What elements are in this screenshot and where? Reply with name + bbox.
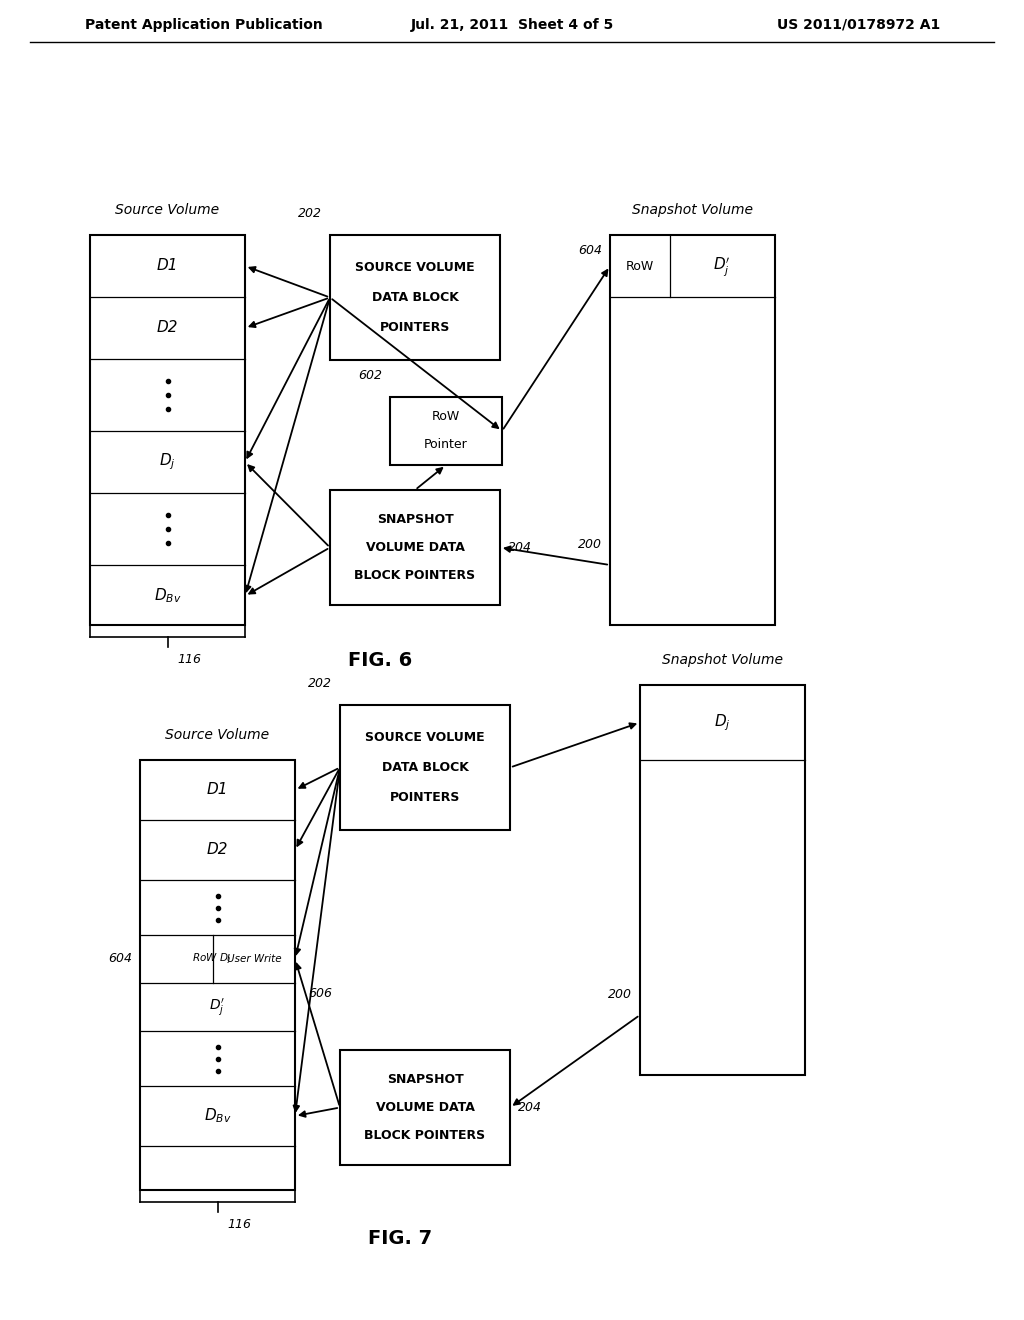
Bar bbox=[340, 1049, 510, 1166]
Text: $D_{Bv}$: $D_{Bv}$ bbox=[154, 586, 181, 606]
Bar bbox=[640, 685, 805, 1074]
Bar bbox=[90, 235, 245, 624]
Text: 602: 602 bbox=[358, 370, 382, 381]
Text: 200: 200 bbox=[578, 539, 602, 552]
Text: US 2011/0178972 A1: US 2011/0178972 A1 bbox=[777, 18, 940, 32]
Text: SNAPSHOT: SNAPSHOT bbox=[377, 513, 454, 525]
Text: $D_j$: $D_j$ bbox=[714, 713, 731, 733]
Text: 604: 604 bbox=[108, 953, 132, 965]
Text: $D_j'$: $D_j'$ bbox=[713, 255, 731, 277]
Text: 204: 204 bbox=[508, 541, 532, 554]
Bar bbox=[330, 490, 500, 605]
Bar bbox=[340, 705, 510, 830]
Text: Patent Application Publication: Patent Application Publication bbox=[85, 18, 323, 32]
Text: D1: D1 bbox=[207, 783, 228, 797]
Text: Source Volume: Source Volume bbox=[116, 203, 219, 216]
Text: 604: 604 bbox=[578, 244, 602, 257]
Text: D2: D2 bbox=[157, 321, 178, 335]
Text: RoW $D_j$: RoW $D_j$ bbox=[191, 952, 231, 966]
Text: RoW: RoW bbox=[432, 411, 460, 424]
Text: BLOCK POINTERS: BLOCK POINTERS bbox=[354, 569, 475, 582]
Text: D1: D1 bbox=[157, 259, 178, 273]
Text: FIG. 7: FIG. 7 bbox=[368, 1229, 432, 1247]
Text: Snapshot Volume: Snapshot Volume bbox=[632, 203, 753, 216]
Text: VOLUME DATA: VOLUME DATA bbox=[366, 541, 465, 554]
Text: VOLUME DATA: VOLUME DATA bbox=[376, 1101, 474, 1114]
Text: 606: 606 bbox=[308, 987, 332, 1001]
Text: Source Volume: Source Volume bbox=[166, 729, 269, 742]
Text: 202: 202 bbox=[308, 677, 332, 690]
Text: SOURCE VOLUME: SOURCE VOLUME bbox=[355, 261, 475, 275]
Text: $D_{Bv}$: $D_{Bv}$ bbox=[204, 1106, 231, 1126]
Text: BLOCK POINTERS: BLOCK POINTERS bbox=[365, 1129, 485, 1142]
Text: D2: D2 bbox=[207, 842, 228, 858]
Text: 116: 116 bbox=[227, 1218, 252, 1232]
Text: 204: 204 bbox=[518, 1101, 542, 1114]
Text: POINTERS: POINTERS bbox=[380, 321, 451, 334]
Text: SNAPSHOT: SNAPSHOT bbox=[387, 1073, 464, 1086]
Text: DATA BLOCK: DATA BLOCK bbox=[382, 762, 468, 774]
Text: RoW: RoW bbox=[626, 260, 654, 272]
Text: POINTERS: POINTERS bbox=[390, 791, 460, 804]
Text: User Write: User Write bbox=[226, 954, 282, 964]
Bar bbox=[140, 760, 295, 1191]
Text: Pointer: Pointer bbox=[424, 438, 468, 451]
Text: FIG. 6: FIG. 6 bbox=[348, 651, 412, 669]
Text: 116: 116 bbox=[177, 653, 202, 667]
Bar bbox=[610, 235, 775, 624]
Text: $D_j$: $D_j$ bbox=[159, 451, 176, 473]
Text: $D_j'$: $D_j'$ bbox=[210, 997, 225, 1018]
Text: DATA BLOCK: DATA BLOCK bbox=[372, 290, 459, 304]
Bar bbox=[330, 235, 500, 360]
Text: 202: 202 bbox=[298, 207, 322, 220]
Text: SOURCE VOLUME: SOURCE VOLUME bbox=[366, 731, 484, 744]
Text: Jul. 21, 2011  Sheet 4 of 5: Jul. 21, 2011 Sheet 4 of 5 bbox=[411, 18, 613, 32]
Text: 200: 200 bbox=[608, 989, 632, 1002]
Bar bbox=[390, 397, 502, 465]
Text: Snapshot Volume: Snapshot Volume bbox=[662, 653, 783, 667]
